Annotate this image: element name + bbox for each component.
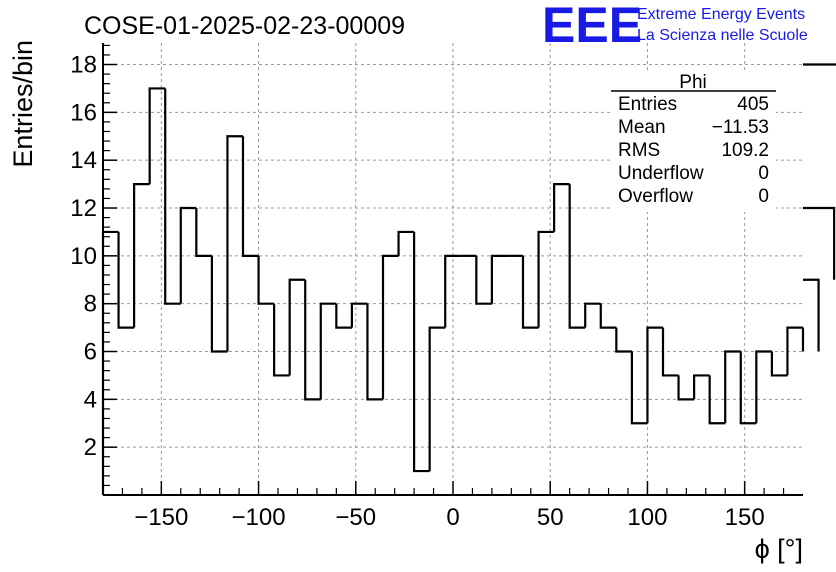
- y-tick-label: 10: [70, 243, 97, 270]
- x-tick-label: 50: [537, 504, 564, 531]
- stats-value-entries: 405: [737, 94, 769, 115]
- stats-title: Phi: [679, 72, 706, 93]
- y-tick-label: 12: [70, 195, 97, 222]
- histogram-bin: [101, 230, 119, 495]
- stats-value-underflow: 0: [758, 163, 769, 184]
- y-tick-label: 14: [70, 147, 97, 174]
- y-tick-label: 4: [84, 386, 97, 413]
- x-axis-title: ϕ [°]: [755, 534, 803, 564]
- histogram-bin: [646, 326, 663, 424]
- stats-value-mean: −11.53: [712, 117, 769, 138]
- histogram-bin: [770, 351, 788, 377]
- stats-value-rms: 109.2: [721, 140, 769, 161]
- histogram-bin: [661, 327, 679, 377]
- logo-line-1: Extreme Energy Events: [637, 6, 805, 23]
- y-tick-label: 16: [70, 99, 97, 126]
- y-tick-label: 18: [70, 52, 97, 79]
- histogram-bin: [677, 375, 695, 401]
- y-axis-ticks: 2 4 6 8 10 12 14 16 18: [70, 44, 117, 487]
- histogram-bin: [428, 326, 446, 472]
- x-axis-ticks: −150 −100 −50 0 50 100 150: [121, 481, 785, 531]
- x-tick-label: −150: [134, 504, 188, 531]
- histogram-bin: [553, 183, 570, 232]
- histogram-bin: [599, 303, 617, 329]
- chart-title: COSE-01-2025-02-23-00009: [84, 12, 405, 40]
- histogram-bin: [350, 302, 368, 328]
- eee-logo: EEE Extreme Energy Events La Scienza nel…: [542, 0, 808, 53]
- histogram-bin: [210, 255, 228, 353]
- histogram-bin: [568, 184, 586, 329]
- y-tick-label: 8: [84, 291, 97, 318]
- histogram-bin: [615, 327, 632, 353]
- histogram-bin: [708, 375, 726, 425]
- stats-label-entries: Entries: [618, 94, 677, 115]
- histogram-bin: [366, 303, 383, 401]
- histogram-bin: [273, 303, 290, 377]
- histogram-bin: [397, 230, 415, 256]
- histogram-bin: [475, 255, 492, 305]
- logo-mark: EEE: [542, 0, 642, 53]
- histogram-bin: [304, 279, 321, 401]
- histogram-bin: [803, 63, 836, 66]
- x-tick-label: 100: [627, 504, 667, 531]
- histogram-bin: [117, 231, 135, 329]
- histogram-bin: [444, 254, 461, 328]
- histogram-bin: [319, 302, 337, 400]
- stats-rows: Entries 405 Mean −11.53 RMS 109.2 Underf…: [618, 94, 769, 207]
- histogram-bin: [148, 87, 166, 185]
- x-tick-label: 150: [725, 504, 765, 531]
- stats-box-background: [611, 72, 776, 212]
- histogram-bin: [413, 231, 430, 473]
- histogram-bin: [335, 303, 352, 329]
- histogram-bin: [133, 183, 150, 328]
- histogram-bin: [164, 88, 181, 305]
- histogram-bin: [803, 206, 836, 280]
- histogram-bin: [693, 374, 710, 400]
- histogram-bin: [786, 326, 803, 376]
- y-tick-label: 2: [84, 434, 97, 461]
- histogram-bin: [724, 350, 741, 424]
- stats-box: Phi Entries 405 Mean −11.53 RMS 109.2 Un…: [611, 72, 776, 212]
- histogram-bin: [755, 350, 772, 424]
- x-tick-label: −50: [335, 504, 376, 531]
- histogram-bin: [195, 208, 212, 257]
- x-tick-label: −100: [232, 504, 286, 531]
- stats-label-underflow: Underflow: [618, 163, 704, 184]
- histogram-bin: [739, 351, 757, 425]
- stats-label-overflow: Overflow: [618, 186, 693, 207]
- histogram-bin: [521, 255, 539, 329]
- histogram-bin: [226, 135, 243, 352]
- histogram-bin: [241, 136, 259, 257]
- histogram-bin: [490, 254, 508, 304]
- histogram-bin: [803, 278, 820, 352]
- histogram-bin: [179, 206, 197, 304]
- y-tick-label: 6: [84, 339, 97, 366]
- histogram-bin: [288, 278, 306, 376]
- histogram-bin: [537, 230, 555, 328]
- histogram-series: [101, 63, 836, 495]
- y-axis-title: Entries/bin: [8, 40, 38, 168]
- stats-label-mean: Mean: [618, 117, 666, 138]
- histogram-bin: [257, 255, 275, 305]
- x-tick-label: 0: [446, 504, 459, 531]
- histogram-bin: [381, 254, 399, 400]
- stats-label-rms: RMS: [618, 140, 660, 161]
- logo-line-2: La Scienza nelle Scuole: [637, 27, 808, 44]
- histogram-bin: [584, 302, 601, 328]
- histogram-bin: [630, 351, 648, 425]
- stats-value-overflow: 0: [758, 186, 769, 207]
